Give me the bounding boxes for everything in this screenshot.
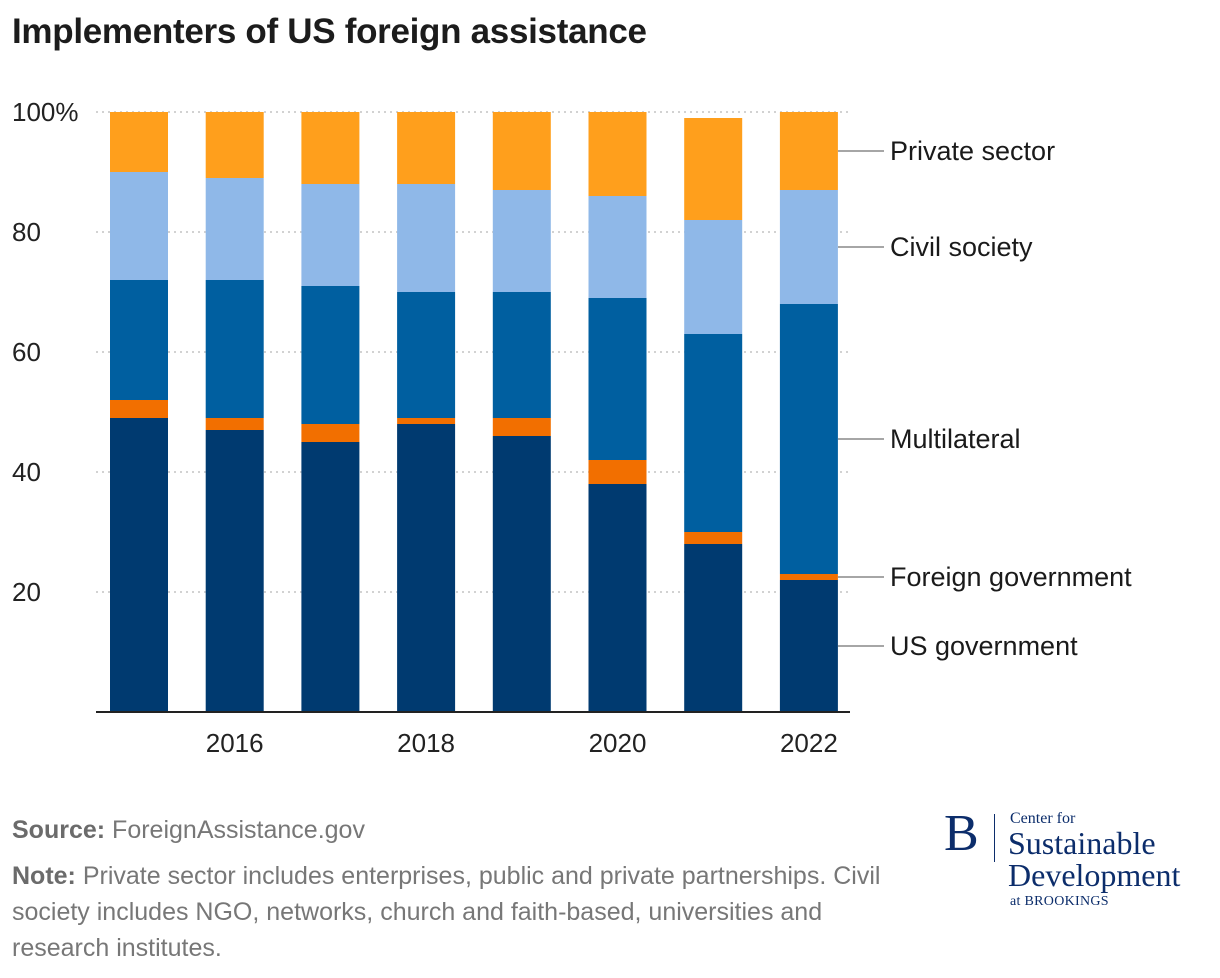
y-tick-label: 60 xyxy=(12,337,41,367)
bar-segment-multilateral xyxy=(779,304,838,574)
source-text: ForeignAssistance.gov xyxy=(112,816,365,844)
bar-segment-private-sector xyxy=(397,112,456,184)
bar-segment-us-government xyxy=(588,484,647,712)
footer: Source: ForeignAssistance.gov Note: Priv… xyxy=(12,812,892,966)
bar-segment-multilateral xyxy=(301,286,360,424)
logo-line-1: Center for xyxy=(1010,810,1076,827)
bar-segment-us-government xyxy=(205,430,264,712)
bar-segment-foreign-government xyxy=(492,418,551,436)
bar-segment-private-sector xyxy=(301,112,360,184)
source-line: Source: ForeignAssistance.gov xyxy=(12,812,892,848)
bar-segment-civil-society xyxy=(110,172,168,280)
bar-segment-us-government xyxy=(301,442,360,712)
bar-segment-multilateral xyxy=(205,280,264,418)
series-label: Foreign government xyxy=(890,562,1132,592)
bars xyxy=(96,112,850,713)
bar-segment-us-government xyxy=(684,544,743,712)
y-tick-label: 100% xyxy=(12,97,79,127)
logo-mark: B xyxy=(944,805,979,862)
bar-segment-multilateral xyxy=(110,280,168,400)
bar-segment-foreign-government xyxy=(397,418,456,424)
bar-segment-foreign-government xyxy=(301,424,360,442)
logo-line-3: Development xyxy=(1008,857,1181,893)
logo-line-2: Sustainable xyxy=(1008,825,1156,861)
bar-segment-civil-society xyxy=(205,178,264,280)
y-tick-label: 80 xyxy=(12,217,41,247)
bar-segment-us-government xyxy=(110,418,168,712)
source-label: Source: xyxy=(12,816,106,844)
note-text: Private sector includes enterprises, pub… xyxy=(12,862,881,962)
bar-segment-foreign-government xyxy=(684,532,743,544)
bar-segment-private-sector xyxy=(492,112,551,190)
y-tick-labels: 20 40 60 80 100% xyxy=(12,97,79,607)
y-tick-label: 20 xyxy=(12,577,41,607)
bar-segment-civil-society xyxy=(301,184,360,286)
x-tick-label: 2018 xyxy=(397,728,455,758)
series-label: Multilateral xyxy=(890,424,1021,454)
x-tick-label: 2022 xyxy=(780,728,838,758)
bar-segment-foreign-government xyxy=(588,460,647,484)
bar-segment-private-sector xyxy=(110,112,168,172)
bar-segment-civil-society xyxy=(397,184,456,292)
series-labels: US government Foreign government Multilate… xyxy=(838,136,1132,661)
bar-segment-civil-society xyxy=(779,190,838,304)
stacked-bar-chart: 20 40 60 80 100% 2016 2018 2020 2022 US governm… xyxy=(12,97,1132,758)
bar-segment-multilateral xyxy=(684,334,743,532)
bar-segment-civil-society xyxy=(492,190,551,292)
bar-segment-private-sector xyxy=(205,112,264,178)
bar-segment-multilateral xyxy=(588,298,647,460)
series-label: Civil society xyxy=(890,232,1033,262)
bar-segment-us-government xyxy=(492,436,551,712)
bar-segment-foreign-government xyxy=(205,418,264,430)
bar-segment-foreign-government xyxy=(779,574,838,580)
bar-segment-multilateral xyxy=(397,292,456,418)
x-tick-label: 2020 xyxy=(589,728,647,758)
bar-segment-us-government xyxy=(397,424,456,712)
brookings-logo: B Center for Sustainable Development at … xyxy=(944,808,1214,918)
note-label: Note: xyxy=(12,862,76,890)
logo-line-4: at BROOKINGS xyxy=(1010,894,1109,909)
bar-segment-foreign-government xyxy=(110,400,168,418)
chart-title: Implementers of US foreign assistance xyxy=(12,12,647,51)
bar-segment-us-government xyxy=(779,580,838,712)
bar-segment-multilateral xyxy=(492,292,551,418)
bar-segment-private-sector xyxy=(684,118,743,220)
bar-segment-civil-society xyxy=(684,220,743,334)
series-label: US government xyxy=(890,631,1078,661)
note-line: Note: Private sector includes enterprise… xyxy=(12,858,892,966)
series-label: Private sector xyxy=(890,136,1055,166)
bar-segment-civil-society xyxy=(588,196,647,298)
y-tick-label: 40 xyxy=(12,457,41,487)
bar-segment-private-sector xyxy=(779,112,838,190)
x-tick-labels: 2016 2018 2020 2022 xyxy=(206,728,838,758)
bar-segment-private-sector xyxy=(588,112,647,196)
logo-divider xyxy=(994,814,995,862)
x-tick-label: 2016 xyxy=(206,728,264,758)
